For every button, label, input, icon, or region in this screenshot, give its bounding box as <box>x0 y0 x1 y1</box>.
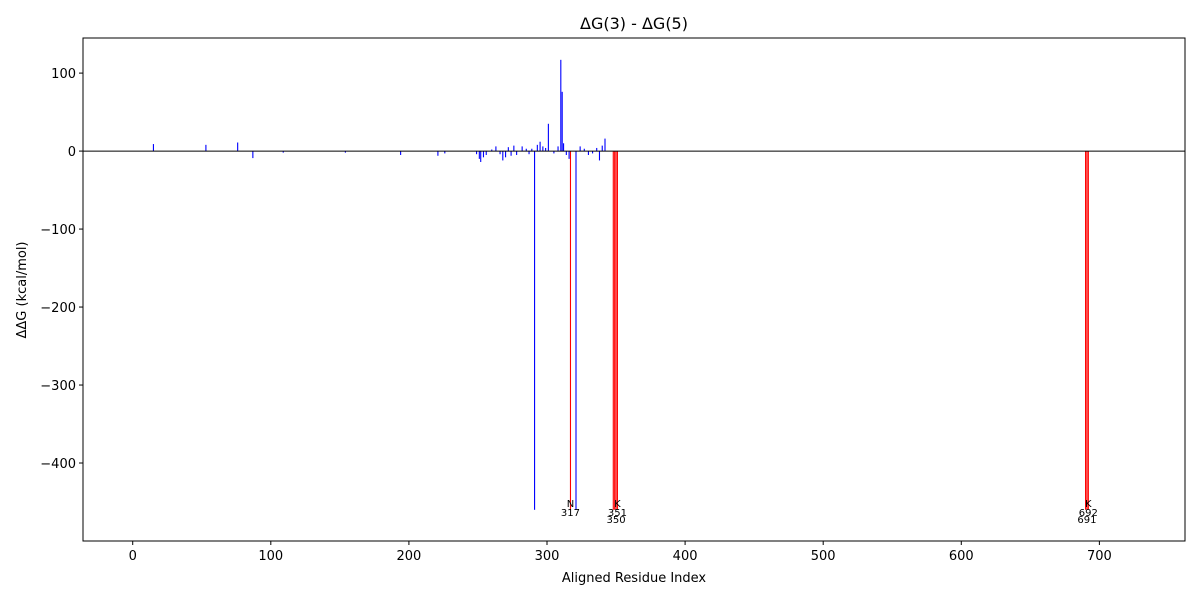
bar <box>507 147 509 152</box>
bar <box>568 151 570 159</box>
bar <box>583 148 585 152</box>
bar <box>152 144 154 152</box>
bar <box>525 148 527 152</box>
x-tick-label: 600 <box>949 549 974 564</box>
bar <box>539 141 541 152</box>
bar <box>547 123 549 152</box>
bar <box>601 145 603 152</box>
bar <box>282 151 284 153</box>
bar <box>531 148 533 152</box>
plot-frame <box>82 37 1186 542</box>
y-tick-label: −300 <box>40 379 76 394</box>
bar <box>542 146 544 152</box>
bar <box>553 151 555 154</box>
bar <box>510 151 512 156</box>
bar <box>485 151 487 155</box>
bar <box>505 151 507 158</box>
x-tick-label: 0 <box>129 549 137 564</box>
x-tick-label: 700 <box>1087 549 1112 564</box>
bar <box>598 151 601 161</box>
bar <box>592 151 594 154</box>
bar <box>1086 151 1088 510</box>
y-tick-label: 0 <box>68 145 76 160</box>
annotation-index: 317 <box>561 508 580 519</box>
bar <box>437 151 439 156</box>
bar <box>1087 151 1089 510</box>
bar <box>516 151 518 155</box>
bar <box>612 151 614 510</box>
bar <box>565 151 567 155</box>
bar <box>1085 151 1087 510</box>
annotation-residue: K <box>614 499 621 510</box>
bar <box>502 151 504 161</box>
bar <box>575 151 577 510</box>
bar <box>579 146 581 152</box>
y-tick-label: −400 <box>40 457 76 472</box>
bar <box>616 151 618 510</box>
chart-title: ΔG(3) - ΔG(5) <box>580 14 688 33</box>
annotation-residue: K <box>1085 499 1092 510</box>
bar <box>557 146 559 152</box>
bar <box>482 151 485 158</box>
bar <box>604 138 606 152</box>
bar <box>587 151 589 155</box>
bar <box>569 151 572 510</box>
y-tick-label: 100 <box>51 67 76 82</box>
x-axis-title: Aligned Residue Index <box>562 571 707 586</box>
bar <box>563 143 565 152</box>
bar <box>344 151 346 153</box>
bar <box>495 146 497 152</box>
bar <box>478 151 480 159</box>
bar <box>237 142 239 152</box>
bar <box>444 151 446 154</box>
bar <box>521 146 523 152</box>
x-tick-label: 300 <box>535 549 560 564</box>
x-tick-label: 500 <box>811 549 836 564</box>
bar <box>536 144 538 152</box>
bar <box>561 91 563 152</box>
bar <box>534 151 536 510</box>
bar <box>545 147 547 152</box>
bar <box>252 151 254 159</box>
bar <box>596 147 598 152</box>
bar <box>400 151 402 155</box>
x-tick-label: 100 <box>258 549 283 564</box>
bar <box>499 151 501 155</box>
annotation-index: 351 <box>608 508 627 519</box>
y-tick-label: −100 <box>40 223 76 238</box>
bar <box>614 151 616 510</box>
bar <box>615 151 617 510</box>
x-tick-label: 200 <box>396 549 421 564</box>
bar <box>491 149 493 152</box>
bar <box>528 151 530 155</box>
annotation-residue: N <box>567 499 574 510</box>
bar <box>480 151 482 162</box>
y-axis-title: ΔΔG (kcal/mol) <box>15 242 30 339</box>
y-tick-label: −200 <box>40 301 76 316</box>
bar <box>513 145 515 152</box>
annotation-index: 692 <box>1079 508 1098 519</box>
annotation-index: 691 <box>1077 515 1096 526</box>
bar <box>205 144 207 152</box>
x-tick-label: 400 <box>673 549 698 564</box>
bar <box>560 59 562 152</box>
annotation-index: 350 <box>607 515 626 526</box>
bar <box>476 151 478 155</box>
